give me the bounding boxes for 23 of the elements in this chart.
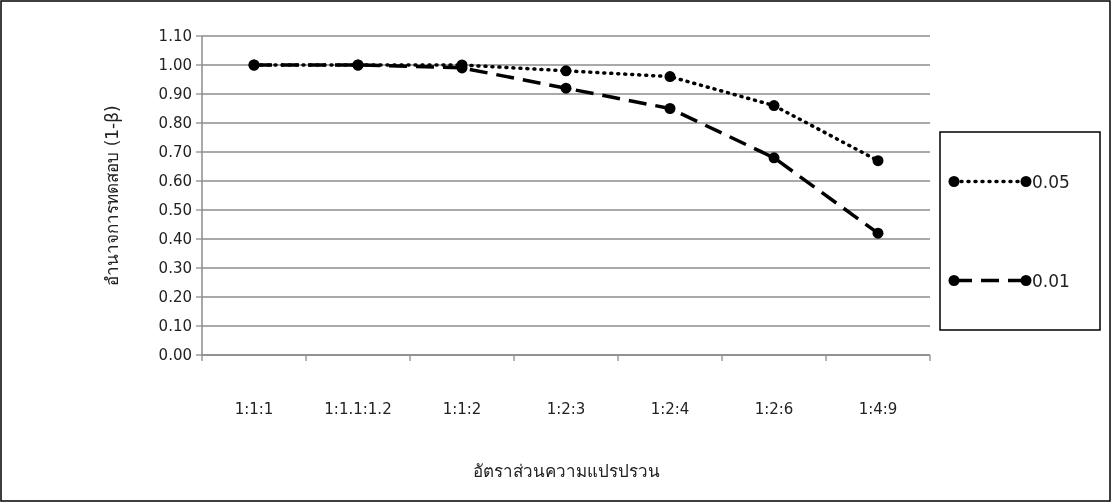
legend-label: 0.01 [1032, 270, 1070, 291]
y-axis-title: อำนาจการทดสอบ (1-β) [102, 105, 122, 286]
y-tick-label: 0.00 [158, 346, 192, 364]
x-tick-label: 1:4:9 [858, 400, 898, 418]
x-tick-label: 1:1:2 [442, 400, 482, 418]
y-tick-label: 0.20 [158, 288, 192, 306]
x-tick-label: 1:2:6 [754, 400, 794, 418]
y-tick-label: 0.80 [158, 114, 192, 132]
legend-label: 0.05 [1032, 171, 1070, 192]
y-tick-label: 0.30 [158, 259, 192, 277]
y-tick-label: 0.90 [158, 85, 192, 103]
x-tick-label: 1:2:3 [546, 400, 586, 418]
y-tick-label: 0.60 [158, 172, 192, 190]
y-tick-label: 0.10 [158, 317, 192, 335]
x-tick-label: 1:1.1:1.2 [324, 400, 392, 418]
x-tick-label: 1:1:1 [234, 400, 274, 418]
y-tick-label: 0.50 [158, 201, 192, 219]
x-tick-label: 1:2:4 [650, 400, 690, 418]
y-tick-label: 1.10 [158, 27, 192, 45]
y-tick-label: 1.00 [158, 56, 192, 74]
x-axis-title: อัตราส่วนความแปรปรวน [472, 461, 660, 481]
y-tick-label: 0.70 [158, 143, 192, 161]
y-tick-label: 0.40 [158, 230, 192, 248]
